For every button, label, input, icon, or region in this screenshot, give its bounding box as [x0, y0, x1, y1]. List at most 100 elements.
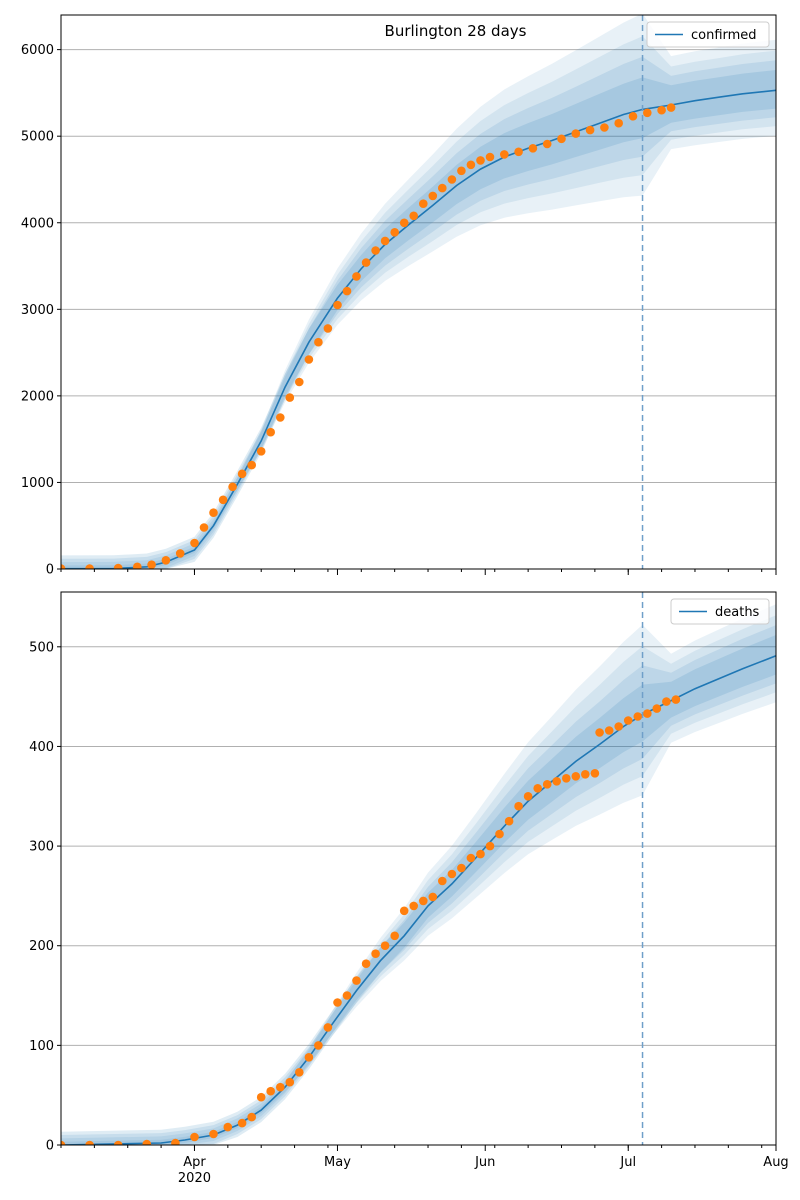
data-point	[500, 150, 509, 159]
data-point	[190, 1132, 199, 1142]
data-point	[571, 772, 581, 781]
data-point	[276, 1082, 285, 1092]
data-point	[295, 377, 304, 387]
data-point	[237, 1118, 247, 1128]
data-point	[419, 199, 428, 208]
data-point	[514, 147, 523, 157]
data-point	[666, 103, 676, 112]
y-tick-label: 2000	[21, 389, 54, 404]
confidence-band	[61, 15, 776, 569]
y-tick-label: 0	[46, 1139, 54, 1154]
data-point	[542, 780, 552, 789]
data-point	[628, 112, 638, 121]
data-point	[457, 166, 466, 176]
data-point	[228, 482, 237, 492]
confirmed-panel: 0 1000 2000 3000 4000 5000 6000 Burlington 28 d…	[21, 14, 777, 578]
data-point	[590, 769, 600, 778]
confidence-band	[61, 615, 776, 1145]
confidence-band	[61, 625, 776, 1145]
legend-label: deaths	[715, 605, 760, 620]
data-point	[585, 125, 595, 135]
data-point	[171, 1138, 180, 1145]
data-point	[295, 1068, 304, 1077]
y-tick-label: 6000	[21, 43, 54, 58]
data-point	[399, 906, 409, 916]
data-point	[371, 246, 380, 255]
data-point	[466, 853, 476, 863]
data-point	[209, 508, 218, 517]
data-point	[671, 695, 681, 704]
y-tick-label: 200	[29, 939, 54, 954]
data-point	[237, 469, 247, 479]
data-point	[643, 108, 652, 118]
x-tick-label: Jun	[474, 1155, 495, 1170]
data-point	[390, 228, 400, 237]
data-point	[266, 427, 276, 437]
legend-box	[646, 21, 770, 48]
data-point	[523, 792, 533, 801]
data-point	[314, 1041, 323, 1050]
legend: confirmed	[646, 21, 770, 48]
data-point	[175, 549, 185, 558]
data-point	[247, 460, 256, 470]
y-tick-label: 100	[29, 1039, 54, 1054]
data-point	[266, 1086, 276, 1096]
plot-frame	[60, 591, 777, 1146]
series-line-confirmed	[61, 89, 776, 569]
y-tick-label: 500	[29, 640, 54, 655]
data-point	[657, 105, 666, 115]
data-point	[595, 728, 604, 737]
data-point	[323, 1023, 333, 1032]
data-point	[342, 991, 352, 1000]
data-point	[614, 118, 623, 128]
plot-area	[61, 604, 776, 1145]
y-tick-label: 300	[29, 840, 54, 855]
data-point	[323, 324, 333, 333]
y-tick-label: 5000	[21, 130, 54, 145]
data-point	[476, 849, 485, 859]
data-point	[190, 538, 199, 548]
data-point	[533, 784, 542, 793]
data-point	[361, 959, 371, 968]
y-tick-label: 1000	[21, 476, 54, 491]
data-point	[542, 139, 552, 149]
data-point	[623, 716, 633, 725]
y-tick-label: 0	[46, 563, 54, 578]
data-point	[161, 556, 171, 565]
data-point	[390, 931, 400, 941]
data-point	[256, 1092, 266, 1102]
plot-frame	[60, 14, 777, 570]
data-point	[147, 560, 156, 569]
confidence-band	[61, 604, 776, 1145]
y-tick-label: 3000	[21, 303, 54, 318]
data-point	[276, 413, 285, 422]
data-point	[438, 876, 447, 886]
data-point	[485, 152, 495, 162]
data-point	[409, 211, 419, 221]
data-point	[614, 722, 623, 731]
data-point	[223, 1122, 233, 1132]
data-point	[466, 160, 476, 170]
y-tick-label: 400	[29, 740, 54, 755]
data-point	[557, 134, 566, 144]
data-point	[428, 191, 438, 201]
data-point	[113, 563, 123, 569]
x-tick-label: Jul	[619, 1155, 636, 1170]
data-point	[447, 175, 457, 184]
legend-label: confirmed	[691, 28, 757, 43]
data-point	[304, 355, 314, 364]
data-point	[314, 337, 323, 347]
data-point	[61, 1140, 66, 1145]
data-point	[495, 829, 504, 839]
data-point	[113, 1140, 123, 1145]
legend: deaths	[670, 598, 770, 625]
data-point	[581, 770, 590, 779]
legend-box	[670, 598, 770, 625]
data-point	[604, 726, 614, 735]
x-tick-label: May	[324, 1155, 351, 1170]
data-point	[447, 869, 457, 879]
data-point	[371, 949, 380, 958]
data-point	[652, 704, 662, 713]
